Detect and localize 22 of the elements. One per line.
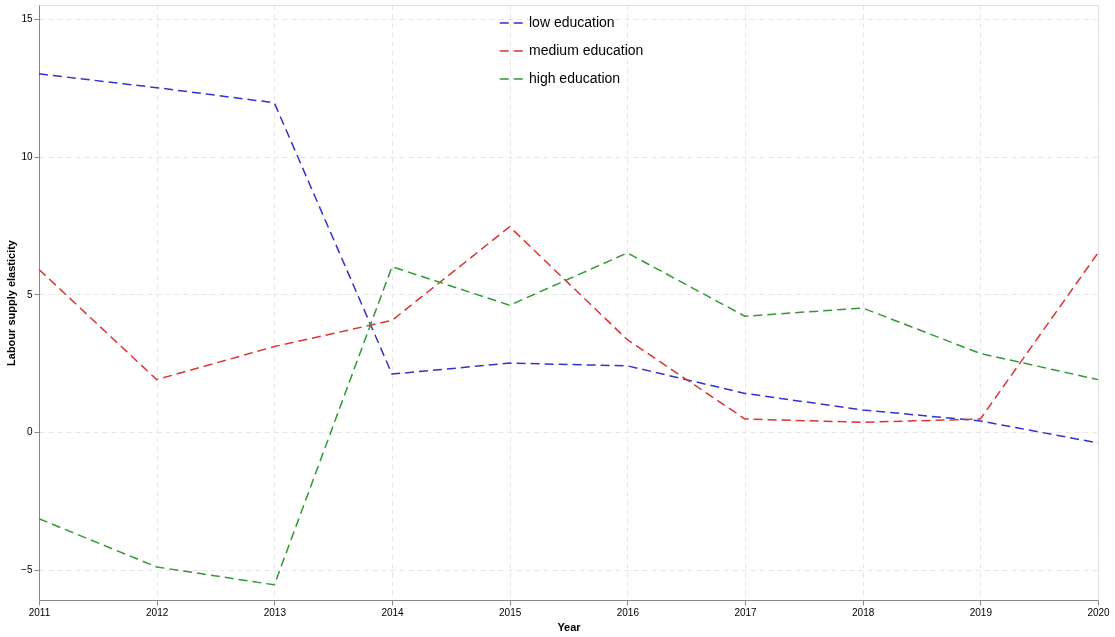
x-tick-label: 2018 — [852, 606, 875, 618]
x-tick-label: 2011 — [28, 606, 51, 618]
x-tick-label: 2020 — [1087, 606, 1111, 618]
x-tick-label: 2012 — [146, 606, 169, 618]
legend-label: high education — [529, 70, 621, 86]
y-tick-label: 15 — [21, 13, 33, 25]
y-axis-title: Labour supply elasticity — [5, 239, 18, 366]
x-tick-label: 2014 — [381, 606, 405, 618]
legend-label: low education — [529, 14, 615, 30]
y-tick-label: 0 — [26, 426, 33, 438]
line-series — [38, 252, 1099, 586]
y-tick-label: 10 — [21, 151, 33, 162]
y-tick-label: −5 — [21, 564, 33, 576]
y-tick-label: 5 — [26, 288, 33, 300]
x-tick-label: 2017 — [734, 606, 758, 618]
line-series — [38, 226, 1099, 424]
legend-label: medium education — [529, 42, 644, 58]
x-tick-label: 2016 — [616, 606, 640, 618]
x-tick-label: 2013 — [263, 606, 287, 618]
x-axis-title: Year — [557, 620, 582, 633]
x-tick-label: 2019 — [969, 606, 993, 618]
x-tick-label: 2015 — [499, 606, 522, 618]
